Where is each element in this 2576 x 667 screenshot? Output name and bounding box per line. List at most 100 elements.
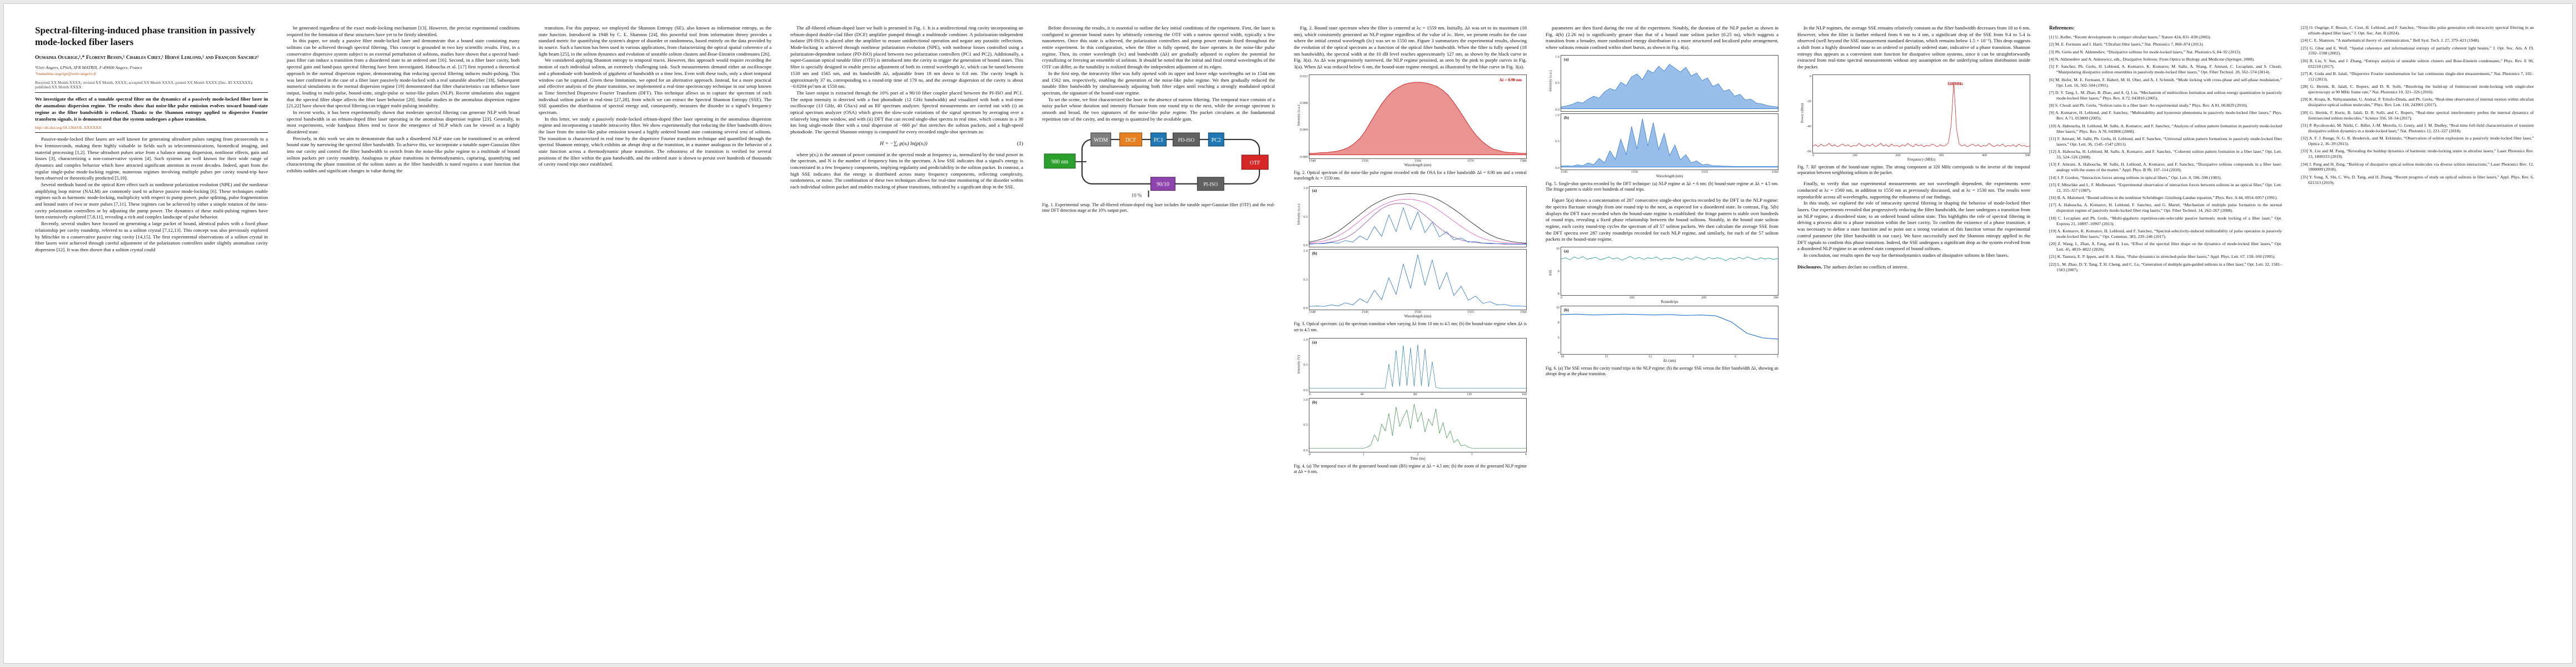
column-4: The all-fibered erbium-doped laser we bu… bbox=[790, 25, 1023, 653]
xtick-label: 0 bbox=[1309, 392, 1311, 396]
fig5-ylabel: Intensity (a.u.) bbox=[1548, 70, 1553, 92]
ytick-label: 9 bbox=[1557, 269, 1559, 273]
xtick-label: 0 bbox=[1812, 153, 1815, 157]
fig6a-sse-plot bbox=[1561, 247, 1778, 295]
reference-item: [12] A. Haboucha, H. Leblond, M. Salhi, … bbox=[2049, 149, 2282, 160]
ytick-label: 6 bbox=[1557, 336, 1559, 340]
fig6b-xticks: 18 15 12 9 6 3 bbox=[1561, 355, 1778, 359]
paragraph: Finally, to verify that our experimental… bbox=[1797, 181, 2030, 200]
xtick-label: 160 bbox=[1521, 392, 1527, 396]
body-text-col7b: Figure 5(a) shows a concatenation of 287… bbox=[1546, 197, 1778, 243]
fig7-plot-frame: 320 MHz bbox=[1812, 74, 2030, 153]
paragraph: Precisely, in this work we aim to demons… bbox=[287, 135, 520, 174]
paragraph: In the first step, the intracavity filte… bbox=[1042, 70, 1275, 96]
fig7-annotation: 320 MHz bbox=[1947, 81, 1963, 86]
xtick-label: 200 bbox=[1895, 153, 1901, 157]
fig6a-xlabel: Roundtrips bbox=[1661, 300, 1678, 305]
disclosures: Disclosures. The authors declare no conf… bbox=[1797, 264, 2030, 271]
fig5a-dft-plot bbox=[1561, 56, 1778, 111]
disclosures-text: The authors declare no conflicts of inte… bbox=[1823, 263, 1909, 270]
reference-item: [32] A. F. J. Runge, N. G. R. Broderick,… bbox=[2301, 136, 2534, 146]
ytick-label: 10 bbox=[1556, 247, 1559, 251]
ytick-label: 0.5 bbox=[1555, 81, 1559, 86]
column-1: Spectral-filtering-induced phase transit… bbox=[35, 25, 268, 653]
paragraph: transition. For this purpose, we employe… bbox=[539, 25, 771, 57]
xtick-label: 1570 bbox=[1467, 158, 1474, 163]
reference-item: [15] F. Mitschke and L. F. Mollenauer, “… bbox=[2049, 182, 2282, 193]
column-10: [23] O. Ougrige, F. Bessin, C. Ciret, H.… bbox=[2301, 25, 2534, 653]
fig5-panel-b: 1.0 0.5 0.0 (b) 1545 1550 1555 1560 Wavelengt… bbox=[1546, 113, 1778, 178]
body-text-col6: Fig. 2. Bound state spectrum when the fi… bbox=[1294, 25, 1527, 71]
ytick-label: -20 bbox=[1806, 99, 1811, 103]
reference-item: [10] A. Haboucha, H. Leblond, M. Salhi, … bbox=[2049, 123, 2282, 134]
ytick-label: 0.5 bbox=[1303, 363, 1308, 367]
body-text-col3: transition. For this purpose, we employe… bbox=[539, 25, 771, 168]
doi-link[interactable]: http://dx.doi.org/10.1364/OL.XXXXXX bbox=[35, 125, 102, 131]
ytick-label: 0.004 bbox=[1300, 128, 1308, 132]
email-link[interactable]: *oumaima.ougrige@univ-angers.fr bbox=[35, 71, 97, 77]
reference-item: [9] A. Komarov, H. Leblond, and F. Sanch… bbox=[2049, 110, 2282, 121]
fig4b-xticks: 0 1 2 3 4 bbox=[1309, 452, 1527, 456]
ytick-label: -60 bbox=[1806, 149, 1811, 153]
ytick-label: 0.012 bbox=[1300, 74, 1308, 78]
fig2-yticks: 0.012 0.008 0.004 0.000 bbox=[1299, 74, 1309, 159]
reference-item: [4] N. Akhmediev and A. Ankiewicz, eds.,… bbox=[2049, 57, 2255, 62]
fig3-caption: Fig. 3. Optical spectrum: (a) the spectr… bbox=[1294, 321, 1527, 332]
xtick-label: 12 bbox=[1648, 355, 1652, 359]
xtick-label: 1555 bbox=[1701, 170, 1708, 174]
paragraph: In recent works, it has been experimenta… bbox=[287, 109, 520, 135]
fig5b-dft-plot bbox=[1561, 114, 1778, 170]
fig1-component-label: PC2 bbox=[1212, 137, 1221, 143]
column-3: transition. For this purpose, we employe… bbox=[539, 25, 771, 653]
fig7-ylabel: Power (dBm) bbox=[1800, 103, 1805, 123]
fig1-output-label: 10 % bbox=[1131, 193, 1142, 198]
paragraph: Several methods based on the optical Ker… bbox=[35, 182, 268, 220]
paragraph: In this letter, we study a passively mod… bbox=[539, 116, 771, 167]
equation-1: H = −∑ᵢ p(xᵢ) ln(p(xᵢ)) (1) bbox=[790, 141, 1023, 147]
reference-item: [13] F. Amrani, A. Haboucha, M. Salhi, H… bbox=[2049, 162, 2282, 173]
references-list-2: [23] O. Ougrige, F. Bessin, C. Ciret, H.… bbox=[2301, 25, 2534, 185]
xtick-label: 6 bbox=[1734, 355, 1737, 359]
reference-item: [23] O. Ougrige, F. Bessin, C. Ciret, H.… bbox=[2301, 25, 2534, 36]
fig3a-plot-frame: (a) bbox=[1309, 186, 1527, 248]
fig2-ylabel: Intensity (a.u.) bbox=[1297, 104, 1301, 126]
reference-item: [17] A. Haboucha, A. Komarov, H. Leblond… bbox=[2049, 202, 2282, 213]
fig6b-yticks: 10 8 6 4 bbox=[1551, 306, 1561, 355]
xtick-label: 0 bbox=[1561, 296, 1563, 300]
xtick-label: 1545 bbox=[1561, 170, 1568, 174]
figure-3: Intensity (a.u.) 1.0 0.5 0.0 (a) 1.0 0.5 0.0 bbox=[1294, 186, 1527, 333]
fig6a-yticks: 10 9 8 bbox=[1551, 247, 1561, 296]
fig2-spectrum-plot bbox=[1309, 75, 1526, 158]
divider bbox=[35, 132, 268, 133]
body-text-col4b: where p(xᵢ) is the amount of power conta… bbox=[790, 152, 1023, 191]
ytick-label: 0.5 bbox=[1555, 140, 1559, 144]
intro-text: Passive-mode-locked fiber lasers are wel… bbox=[35, 136, 268, 253]
fig5a-yticks: 1.0 0.5 0.0 bbox=[1551, 55, 1561, 112]
fig1-component-label: DCF bbox=[1125, 137, 1137, 143]
paper-page: Spectral-filtering-induced phase transit… bbox=[3, 3, 2573, 664]
ytick-label: 0.0 bbox=[1303, 306, 1308, 311]
ytick-label: 8 bbox=[1557, 321, 1559, 325]
xtick-label: 1560 bbox=[1771, 170, 1778, 174]
ytick-label: 0.5 bbox=[1303, 215, 1308, 219]
fig4-panel-a: Intensity (V) 1.0 0.5 0.0 (a) 0 40 80 120 160 bbox=[1294, 337, 1527, 396]
fig2-panel: Intensity (a.u.) 0.012 0.008 0.004 0.000 Δλ… bbox=[1294, 74, 1527, 167]
paragraph: where p(xᵢ) is the amount of power conta… bbox=[790, 151, 1023, 190]
xtick-label: 300 bbox=[1773, 296, 1778, 300]
paragraph: Recently, several studies have focused o… bbox=[35, 221, 268, 252]
fig3b-plot-frame: (b) bbox=[1309, 249, 1527, 311]
reference-item: [24] C. E. Shannon, “A mathematical theo… bbox=[2301, 38, 2480, 43]
fig2-xticks: 1540 1550 1560 1570 1580 bbox=[1309, 159, 1527, 163]
xtick-label: 1 bbox=[1363, 452, 1365, 456]
disclosures-heading: Disclosures. bbox=[1797, 263, 1822, 270]
fig6-panel-b: 10 8 6 4 (b) 18 15 12 9 6 3 Δλ (nm) bbox=[1546, 306, 1778, 363]
fig4a-panel-label: (a) bbox=[1312, 340, 1317, 345]
fig5-panel-a: Intensity (a.u.) 1.0 0.5 0.0 (a) bbox=[1546, 54, 1778, 112]
ytick-label: 0.008 bbox=[1300, 101, 1308, 106]
figure-5: Intensity (a.u.) 1.0 0.5 0.0 (a) 1.0 0.5 0.0 bbox=[1546, 54, 1778, 193]
reference-item: [18] C. Lecaplain and Ph. Grelu, “Multi-… bbox=[2049, 215, 2282, 226]
reference-item: [31] P. Ryczkowski, M. Närhi, C. Billet,… bbox=[2301, 122, 2534, 133]
reference-item: [11] F. Amrani, M. Salhi, Ph. Grelu, H. … bbox=[2049, 136, 2282, 147]
xtick-label: 1560 bbox=[1519, 310, 1527, 315]
reference-item: [21] K. Tamura, E. P. Ippen, and H. A. H… bbox=[2049, 254, 2275, 260]
